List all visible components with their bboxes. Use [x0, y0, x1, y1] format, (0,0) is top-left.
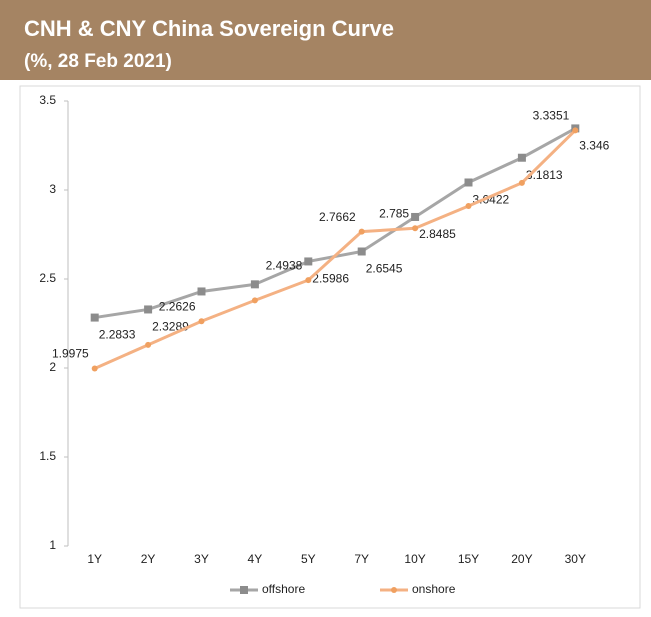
data-label: 2.7662 — [319, 210, 356, 224]
header-band — [0, 0, 651, 80]
data-label: 2.8485 — [419, 227, 456, 241]
point — [358, 228, 365, 235]
y-tick-label: 2 — [49, 360, 56, 374]
data-label: 2.785 — [379, 206, 409, 220]
data-label: 2.2626 — [159, 299, 196, 313]
point — [144, 305, 153, 314]
x-tick-label: 2Y — [141, 552, 156, 566]
point — [465, 203, 472, 210]
legend-label: onshore — [412, 582, 456, 596]
chart-frame — [19, 85, 641, 609]
data-label: 2.2833 — [99, 328, 136, 342]
point — [90, 313, 99, 322]
point — [517, 153, 526, 162]
point — [198, 318, 205, 325]
point — [464, 178, 473, 187]
data-label: 1.9975 — [52, 347, 89, 361]
series-line — [94, 129, 577, 370]
y-tick-label: 1.5 — [39, 449, 56, 463]
data-label: 2.3289 — [152, 320, 189, 334]
data-label: 2.4938 — [266, 258, 303, 272]
point — [91, 365, 98, 372]
point — [411, 212, 420, 221]
legend-label: offshore — [262, 582, 305, 596]
point — [250, 280, 259, 289]
point — [304, 257, 313, 266]
point — [518, 179, 525, 186]
legend-marker — [240, 586, 248, 594]
point — [572, 127, 579, 134]
legend-marker — [391, 587, 397, 593]
point — [251, 297, 258, 304]
point — [197, 287, 206, 296]
point — [412, 225, 419, 232]
data-label: 3.3351 — [533, 109, 570, 123]
x-tick-label: 7Y — [354, 552, 369, 566]
data-label: 3.0422 — [473, 193, 510, 207]
y-tick-label: 3.5 — [39, 93, 56, 107]
x-tick-label: 3Y — [194, 552, 209, 566]
x-tick-label: 20Y — [511, 552, 532, 566]
x-tick-label: 5Y — [301, 552, 316, 566]
data-label: 3.346 — [579, 139, 609, 153]
data-label: 2.5986 — [312, 272, 349, 286]
data-label: 2.6545 — [366, 262, 403, 276]
y-tick-label: 1 — [49, 538, 56, 552]
x-tick-label: 4Y — [248, 552, 263, 566]
y-tick-label: 2.5 — [39, 271, 56, 285]
point — [305, 277, 312, 284]
x-tick-label: 1Y — [87, 552, 102, 566]
x-tick-label: 30Y — [565, 552, 586, 566]
x-tick-label: 15Y — [458, 552, 479, 566]
chart-subtitle: (%, 28 Feb 2021) — [24, 51, 172, 72]
y-tick-label: 3 — [49, 182, 56, 196]
chart-title: CNH & CNY China Sovereign Curve — [24, 16, 394, 41]
point — [145, 341, 152, 348]
x-tick-label: 10Y — [404, 552, 425, 566]
point — [357, 247, 366, 256]
